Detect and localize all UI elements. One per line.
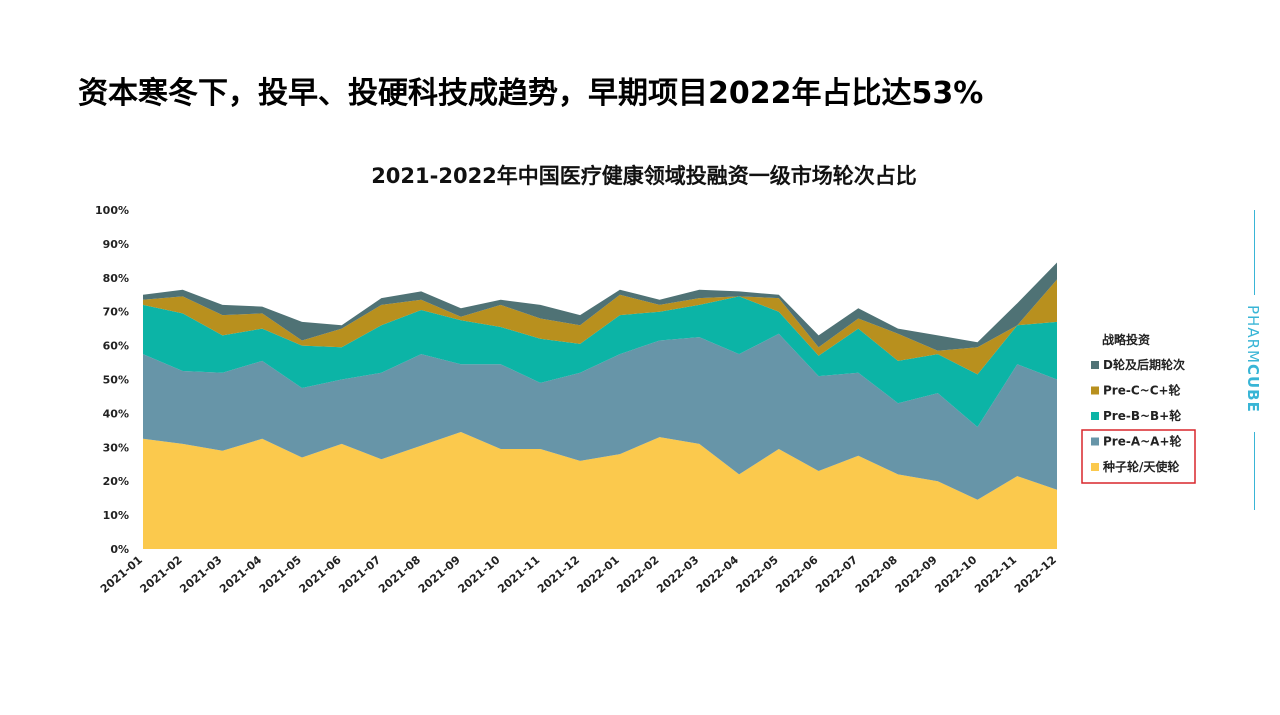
legend: 战略投资 D轮及后期轮次 Pre-C~C+轮 Pre-B~B+轮 Pre-A~A+轮种… — [1081, 332, 1196, 484]
x-tick-label: 2021-01 — [98, 553, 145, 595]
y-tick-label: 30% — [103, 441, 129, 454]
x-tick-label: 2021-09 — [416, 553, 463, 595]
legend-item-label: Pre-C~C+轮 — [1103, 383, 1182, 398]
x-tick-label: 2022-01 — [575, 553, 622, 595]
brand-divider-top — [1254, 210, 1255, 295]
y-tick-label: 100% — [95, 204, 129, 217]
x-tick-label: 2021-12 — [535, 553, 582, 595]
x-tick-label: 2022-03 — [654, 553, 701, 595]
x-axis: 2021-012021-022021-032021-042021-052021-… — [98, 553, 1059, 596]
legend-item-label: Pre-A~A+轮 — [1103, 434, 1183, 449]
legend-swatch — [1091, 437, 1099, 446]
area-Pre-C~C+轮 — [143, 279, 1057, 375]
legend-swatch — [1091, 386, 1099, 395]
x-tick-label: 2021-11 — [495, 553, 542, 595]
y-tick-label: 0% — [110, 543, 129, 556]
x-tick-label: 2021-05 — [257, 553, 304, 595]
chart-title: 2021-2022年中国医疗健康领域投融资一级市场轮次占比 — [371, 164, 917, 188]
y-tick-label: 60% — [103, 340, 129, 353]
brand-divider-bottom — [1254, 432, 1255, 510]
x-tick-label: 2022-05 — [734, 553, 781, 595]
area-种子轮/天使轮 — [143, 432, 1057, 549]
y-tick-label: 90% — [103, 238, 129, 251]
legend-swatch — [1091, 412, 1099, 420]
y-tick-label: 80% — [103, 272, 129, 285]
legend-item-label: 种子轮/天使轮 — [1102, 459, 1180, 474]
legend-title: 战略投资 — [1102, 332, 1150, 347]
legend-item-label: D轮及后期轮次 — [1103, 357, 1185, 372]
x-tick-label: 2022-02 — [614, 553, 661, 595]
x-tick-label: 2022-07 — [813, 553, 860, 595]
y-axis: 0% 10% 20% 30% 40% 50% 60% 70% 80% 90% 100% — [95, 204, 129, 556]
x-tick-label: 2021-02 — [138, 553, 185, 595]
legend-swatch — [1091, 463, 1099, 471]
x-tick-label: 2021-08 — [376, 553, 423, 595]
x-tick-label: 2022-11 — [972, 553, 1019, 595]
x-tick-label: 2022-06 — [773, 553, 820, 596]
y-tick-label: 50% — [103, 374, 129, 387]
y-tick-label: 40% — [103, 407, 129, 420]
legend-swatch — [1091, 361, 1099, 369]
x-tick-label: 2021-07 — [336, 553, 383, 595]
x-tick-label: 2021-10 — [456, 553, 503, 596]
x-tick-label: 2022-12 — [1012, 553, 1059, 595]
x-tick-label: 2022-10 — [932, 553, 979, 596]
x-tick-label: 2021-06 — [297, 553, 344, 596]
area-series — [143, 262, 1057, 549]
area-D轮及后期轮次 — [143, 262, 1057, 351]
legend-highlight-box — [1081, 429, 1196, 484]
y-tick-label: 70% — [103, 306, 129, 319]
brand-text-bold: CUBE — [1244, 363, 1262, 413]
brand-text-light: PHARM — [1244, 305, 1262, 364]
legend-item-label: Pre-B~B+轮 — [1103, 408, 1182, 423]
x-tick-label: 2021-03 — [177, 553, 224, 595]
x-tick-label: 2021-04 — [217, 553, 264, 596]
area-Pre-A~A+轮 — [143, 333, 1057, 500]
x-tick-label: 2022-04 — [694, 553, 741, 596]
y-tick-label: 20% — [103, 475, 129, 488]
area-Pre-B~B+轮 — [143, 296, 1057, 427]
brand-wordmark: PHARMCUBE — [1240, 305, 1270, 425]
x-tick-label: 2022-08 — [853, 553, 900, 595]
brand-logo: PHARMCUBE — [1240, 210, 1270, 510]
x-tick-label: 2022-09 — [893, 553, 940, 595]
page-headline: 资本寒冬下，投早、投硬科技成趋势，早期项目2022年占比达53% — [78, 76, 984, 111]
y-tick-label: 10% — [103, 509, 129, 522]
